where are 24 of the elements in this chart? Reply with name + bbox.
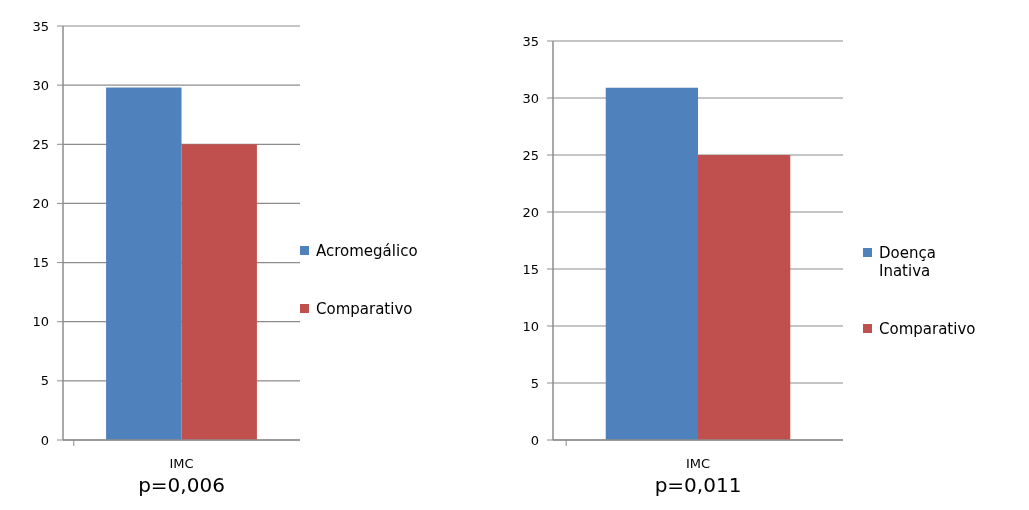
y-tick-label: 30 bbox=[32, 77, 49, 93]
y-tick-label: 30 bbox=[522, 90, 539, 106]
text: p=0,006 bbox=[138, 473, 225, 497]
y-tick-label: 25 bbox=[522, 147, 539, 163]
text: p=0,011 bbox=[654, 473, 742, 497]
y-tick-label: 0 bbox=[530, 432, 539, 448]
y-tick-label: 35 bbox=[32, 18, 49, 34]
legend-label: Comparativo bbox=[316, 300, 413, 319]
x-tick-label: IMC bbox=[169, 456, 194, 471]
y-tick-label: 10 bbox=[522, 318, 539, 334]
x-tick-label: IMC bbox=[685, 456, 711, 471]
y-tick-label: 5 bbox=[530, 375, 539, 391]
y-tick-label: 10 bbox=[32, 314, 49, 330]
y-tick-label: 35 bbox=[522, 33, 539, 49]
y-tick-label: 0 bbox=[40, 432, 49, 448]
legend-label: Comparativo bbox=[879, 320, 976, 339]
legend-label: Doença Inativa bbox=[879, 244, 936, 281]
y-tick-label: 25 bbox=[32, 136, 49, 152]
y-tick-label: 15 bbox=[522, 261, 539, 277]
legend-label: Acromegálico bbox=[316, 242, 418, 261]
y-tick-label: 20 bbox=[32, 195, 49, 211]
y-tick-label: 15 bbox=[32, 255, 49, 271]
y-tick-label: 5 bbox=[40, 373, 49, 389]
y-tick-label: 20 bbox=[522, 204, 539, 220]
